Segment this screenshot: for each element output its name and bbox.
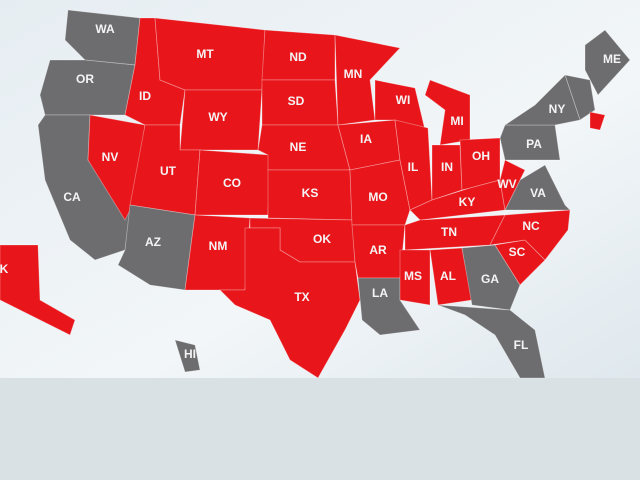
state-label: UT bbox=[160, 164, 177, 178]
state-label: WY bbox=[208, 110, 227, 124]
state-shape bbox=[437, 304, 546, 379]
state-label: MI bbox=[450, 114, 463, 128]
state-shape bbox=[399, 249, 431, 306]
state-label: AZ bbox=[145, 235, 161, 249]
state-label: SD bbox=[288, 94, 305, 108]
state-label: LA bbox=[372, 286, 388, 300]
state-label: NC bbox=[522, 219, 540, 233]
state-shape bbox=[219, 227, 361, 379]
state-label: GA bbox=[481, 272, 499, 286]
state-label: HI bbox=[184, 347, 196, 361]
state-label: WI bbox=[396, 93, 411, 107]
state-label: OK bbox=[313, 232, 331, 246]
states bbox=[0, 9, 631, 379]
state-shape bbox=[349, 159, 411, 226]
state-label: MN bbox=[344, 67, 363, 81]
state-shape bbox=[0, 244, 76, 336]
state-shape bbox=[334, 34, 401, 126]
state-shape bbox=[503, 74, 581, 126]
state-label: OH bbox=[472, 149, 490, 163]
state-label: KY bbox=[459, 195, 476, 209]
state-label: SC bbox=[509, 245, 526, 259]
state-label: CO bbox=[223, 176, 241, 190]
state-label: TX bbox=[294, 290, 309, 304]
state-label: VA bbox=[530, 186, 546, 200]
state-label: AL bbox=[440, 269, 456, 283]
labels: WA OR CA NV ID MT WY UT CO AZ NM ND SD NE KS OK TX MN IA MO… bbox=[0, 22, 621, 361]
state-shape bbox=[584, 29, 631, 96]
state-label: IA bbox=[360, 132, 372, 146]
state-label: ND bbox=[289, 50, 307, 64]
state-label: AR bbox=[369, 243, 387, 257]
state-label: MT bbox=[196, 47, 214, 61]
state-shape bbox=[39, 59, 136, 116]
state-label: ME bbox=[603, 52, 621, 66]
state-shape bbox=[174, 339, 201, 373]
state-label: WA bbox=[95, 22, 115, 36]
state-label: NE bbox=[290, 140, 307, 154]
state-label: CA bbox=[63, 190, 81, 204]
state-label: NV bbox=[102, 150, 119, 164]
state-shape bbox=[489, 209, 571, 261]
state-shape bbox=[499, 124, 561, 161]
state-label: OR bbox=[76, 72, 94, 86]
state-label: K bbox=[0, 262, 9, 276]
state-shape bbox=[499, 159, 526, 212]
state-shape bbox=[589, 111, 606, 131]
bottom-panel bbox=[0, 378, 640, 480]
state-label: NY bbox=[549, 102, 566, 116]
state-label: IL bbox=[408, 160, 419, 174]
state-label: KS bbox=[302, 186, 319, 200]
state-label: WV bbox=[497, 177, 516, 191]
state-label: MO bbox=[368, 190, 387, 204]
state-label: PA bbox=[526, 137, 542, 151]
state-label: ID bbox=[139, 89, 151, 103]
state-label: NM bbox=[209, 239, 228, 253]
state-label: IN bbox=[441, 160, 453, 174]
state-shape bbox=[461, 244, 521, 311]
state-label: TN bbox=[441, 225, 457, 239]
state-label: FL bbox=[514, 338, 529, 352]
state-label: MS bbox=[404, 269, 422, 283]
